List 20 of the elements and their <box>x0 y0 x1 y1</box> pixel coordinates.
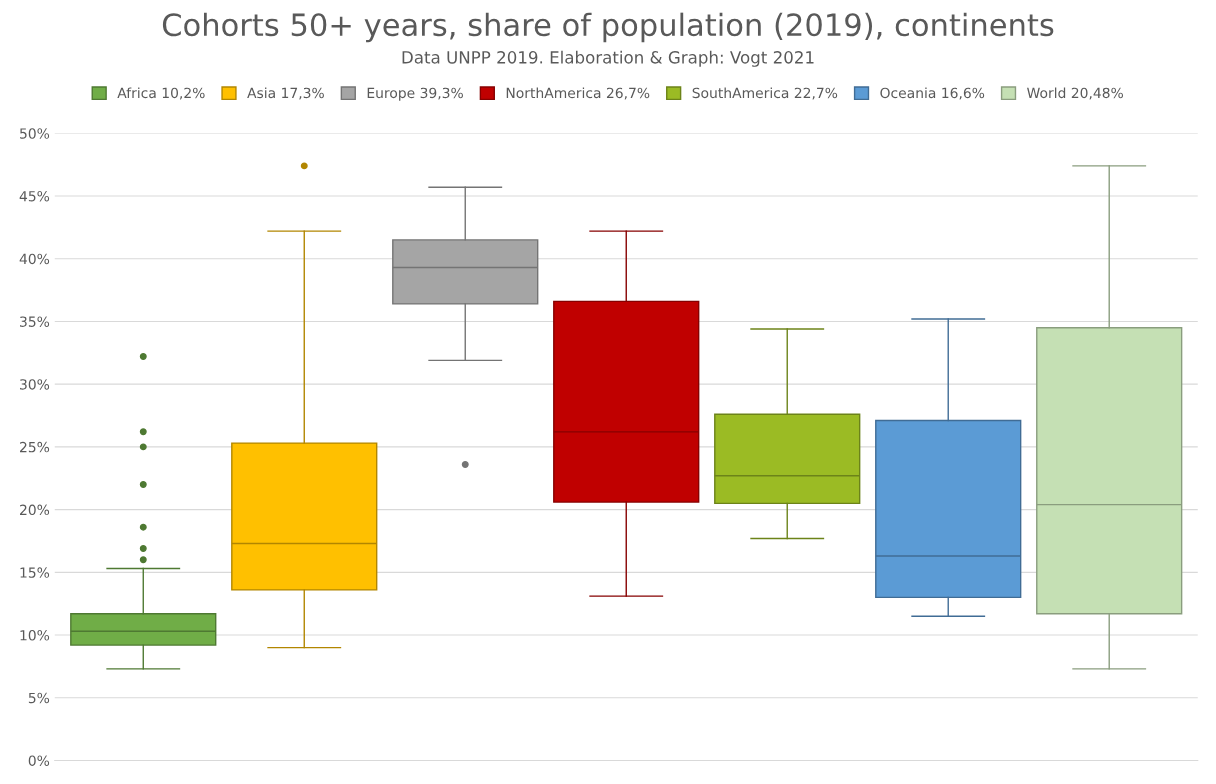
chart-title: Cohorts 50+ years, share of population (2019), continents <box>162 12 1054 43</box>
y-tick-label: 50% <box>20 128 50 139</box>
y-tick-label: 45% <box>19 190 50 202</box>
y-tick-label: 15% <box>20 567 50 578</box>
legend-label: SouthAmerica 22,7% <box>692 87 838 100</box>
y-tick-label: 10% <box>20 630 50 641</box>
legend-label: Oceania 16,6% <box>880 87 985 100</box>
y-tick-label: 25% <box>20 441 50 453</box>
legend-label: Asia 17,3% <box>247 87 324 100</box>
chart-subtitle: Data UNPP 2019. Elaboration & Graph: Vogt 2021 <box>402 50 814 67</box>
legend-label: Africa 10,2% <box>117 87 205 100</box>
legend-label: NorthAmerica 26,7% <box>506 87 650 100</box>
y-tick-label: 0% <box>28 755 50 766</box>
legend-label: World 20,48% <box>1027 87 1123 100</box>
y-tick-label: 30% <box>20 379 50 390</box>
y-tick-label: 20% <box>20 504 50 516</box>
y-tick-label: 35% <box>20 316 50 327</box>
y-tick-label: 40% <box>19 253 50 265</box>
legend-label: Europe 39,3% <box>367 87 463 101</box>
y-tick-label: 5% <box>28 692 50 704</box>
